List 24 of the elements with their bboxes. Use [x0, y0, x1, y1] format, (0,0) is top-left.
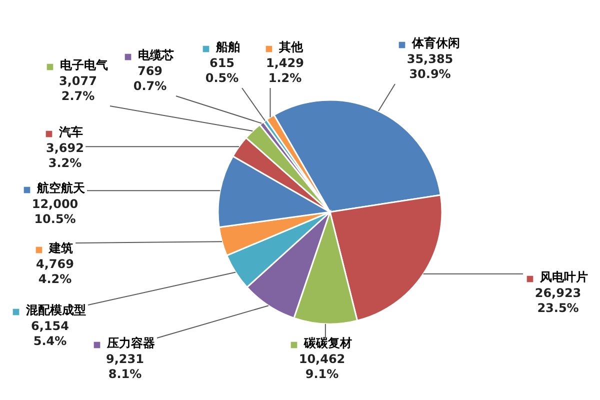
- legend-label: 汽车: [58, 125, 83, 139]
- data-label: 26,923 23.5%: [534, 286, 582, 315]
- legend-label: 风电叶片: [539, 270, 588, 284]
- data-label: 4,769 4.2%: [36, 257, 74, 286]
- legend-label: 船舶: [215, 40, 240, 54]
- legend-label: 其他: [278, 40, 304, 54]
- legend-label: 碳碳复材: [303, 336, 352, 350]
- data-label: 35,385 30.9%: [406, 52, 454, 81]
- legend-label: 电子电气: [60, 58, 108, 72]
- data-label: 615 0.5%: [205, 56, 239, 85]
- legend-label: 电缆芯: [138, 48, 174, 62]
- legend-label: 压力容器: [106, 336, 155, 350]
- data-label: 769 0.7%: [133, 64, 167, 93]
- data-label: 12,000 10.5%: [32, 197, 78, 226]
- data-label: 3,077 2.7%: [59, 74, 97, 103]
- legend-label: 混配模成型: [25, 303, 86, 317]
- data-label: 1,429 1.2%: [266, 56, 304, 85]
- legend-label: 建筑: [48, 241, 73, 255]
- data-label: 10,462 9.1%: [298, 352, 346, 381]
- legend-label: 航空航天: [36, 181, 86, 195]
- legend-label: 体育休闲: [411, 36, 460, 50]
- data-label: 6,154 5.4%: [31, 319, 69, 348]
- data-label: 3,692 3.2%: [46, 141, 84, 170]
- data-label: 9,231 8.1%: [106, 352, 144, 381]
